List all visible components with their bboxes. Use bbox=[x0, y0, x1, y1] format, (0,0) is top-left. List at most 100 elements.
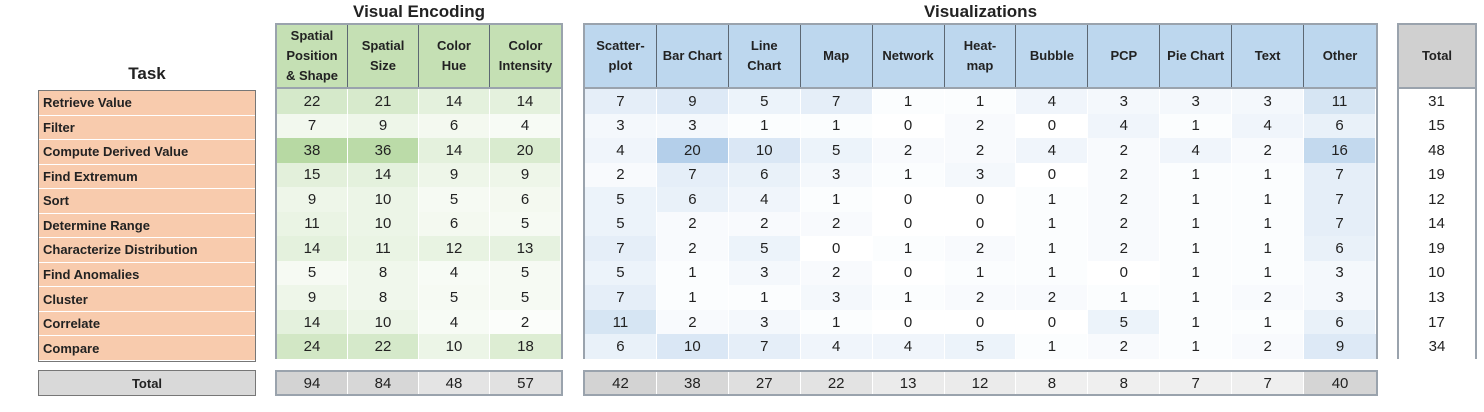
encoding-header: Spatial Position & Shape Spatial Size Colo… bbox=[275, 23, 563, 89]
data-cell: 9 bbox=[490, 162, 561, 188]
data-cell: 1 bbox=[1088, 285, 1161, 310]
task-column: Retrieve Value Filter Compute Derived Valu… bbox=[38, 90, 256, 362]
total-cell: 94 bbox=[277, 372, 348, 394]
column-header: Pie Chart bbox=[1160, 25, 1233, 87]
total-cell: 48 bbox=[419, 372, 490, 394]
visualizations-title: Visualizations bbox=[923, 2, 1038, 21]
data-cell: 36 bbox=[348, 138, 419, 163]
data-cell: 7 bbox=[728, 334, 801, 359]
data-cell: 1 bbox=[1160, 334, 1233, 359]
data-cell: 5 bbox=[585, 260, 657, 286]
data-cell: 0 bbox=[1088, 260, 1161, 286]
data-cell: 4 bbox=[872, 334, 945, 359]
data-cell: 2 bbox=[1232, 334, 1305, 359]
total-cell: 22 bbox=[800, 372, 873, 394]
data-cell: 9 bbox=[277, 187, 348, 212]
task-label: Find Anomalies bbox=[39, 262, 255, 288]
data-cell: 1 bbox=[944, 89, 1017, 114]
data-cell: 1 bbox=[1232, 187, 1305, 212]
data-cell: 10 bbox=[348, 309, 419, 335]
data-cell: 0 bbox=[1016, 162, 1089, 188]
data-cell: 9 bbox=[1304, 334, 1376, 359]
data-cell: 4 bbox=[419, 260, 490, 286]
data-cell: 3 bbox=[800, 285, 873, 310]
data-cell: 14 bbox=[277, 309, 348, 335]
data-cell: 3 bbox=[728, 260, 801, 286]
data-cell: 1 bbox=[1232, 162, 1305, 188]
data-cell: 4 bbox=[490, 113, 561, 139]
data-cell: 6 bbox=[1304, 309, 1376, 335]
encoding-body: 22 21 14 14 7 9 6 4 38 36 14 20 15 14 9 9 9 10 5 6 11 10 6 5 14 1… bbox=[275, 89, 563, 359]
data-cell: 5 bbox=[944, 334, 1017, 359]
total-body: 31 15 48 19 12 14 19 10 13 17 34 bbox=[1397, 89, 1477, 359]
data-cell: 6 bbox=[1304, 113, 1376, 139]
data-cell: 14 bbox=[277, 236, 348, 261]
encoding-totals: 94 84 48 57 bbox=[275, 370, 563, 396]
data-cell: 8 bbox=[348, 285, 419, 310]
data-cell: 0 bbox=[944, 211, 1017, 237]
total-cell: 42 bbox=[585, 372, 657, 394]
total-header: Total bbox=[1397, 23, 1477, 89]
column-header: Color Hue bbox=[419, 25, 490, 87]
total-cell: 7 bbox=[1232, 372, 1305, 394]
data-cell: 1 bbox=[656, 260, 729, 286]
data-cell: 3 bbox=[1304, 285, 1376, 310]
data-cell: 12 bbox=[419, 236, 490, 261]
data-cell: 0 bbox=[872, 211, 945, 237]
data-cell: 7 bbox=[585, 236, 657, 261]
data-cell: 1 bbox=[728, 285, 801, 310]
total-cell: 17 bbox=[1399, 309, 1475, 335]
task-label: Cluster bbox=[39, 287, 255, 312]
data-cell: 1 bbox=[1160, 260, 1233, 286]
data-cell: 10 bbox=[656, 334, 729, 359]
data-cell: 2 bbox=[656, 236, 729, 261]
data-cell: 11 bbox=[277, 211, 348, 237]
column-header: Text bbox=[1232, 25, 1305, 87]
task-label: Characterize Distribution bbox=[39, 238, 255, 263]
data-cell: 1 bbox=[1232, 211, 1305, 237]
data-cell: 20 bbox=[656, 138, 729, 163]
total-cell: 15 bbox=[1399, 113, 1475, 139]
data-cell: 9 bbox=[656, 89, 729, 114]
data-cell: 10 bbox=[419, 334, 490, 359]
data-cell: 3 bbox=[1088, 89, 1161, 114]
data-cell: 4 bbox=[1016, 138, 1089, 163]
data-cell: 2 bbox=[585, 162, 657, 188]
total-cell: 13 bbox=[1399, 285, 1475, 310]
data-cell: 1 bbox=[800, 113, 873, 139]
task-total-label: Total bbox=[38, 370, 256, 396]
data-cell: 9 bbox=[277, 285, 348, 310]
data-cell: 1 bbox=[1016, 260, 1089, 286]
data-cell: 4 bbox=[728, 187, 801, 212]
data-cell: 1 bbox=[1016, 187, 1089, 212]
data-cell: 10 bbox=[348, 187, 419, 212]
total-cell: 12 bbox=[944, 372, 1017, 394]
visualizations-totals: 42 38 27 22 13 12 8 8 7 7 40 bbox=[583, 370, 1378, 396]
data-cell: 1 bbox=[656, 285, 729, 310]
data-cell: 7 bbox=[1304, 187, 1376, 212]
data-cell: 11 bbox=[1304, 89, 1376, 114]
data-cell: 11 bbox=[348, 236, 419, 261]
data-cell: 9 bbox=[348, 113, 419, 139]
data-cell: 1 bbox=[872, 162, 945, 188]
total-cell: 31 bbox=[1399, 89, 1475, 114]
data-cell: 0 bbox=[872, 260, 945, 286]
data-cell: 2 bbox=[656, 309, 729, 335]
data-cell: 1 bbox=[1160, 285, 1233, 310]
data-cell: 2 bbox=[1088, 138, 1161, 163]
data-cell: 5 bbox=[277, 260, 348, 286]
data-cell: 1 bbox=[1160, 113, 1233, 139]
data-cell: 3 bbox=[800, 162, 873, 188]
column-header: Bar Chart bbox=[657, 25, 729, 87]
task-label: Retrieve Value bbox=[39, 91, 255, 116]
data-cell: 21 bbox=[348, 89, 419, 114]
data-cell: 13 bbox=[490, 236, 561, 261]
total-cell: 84 bbox=[348, 372, 419, 394]
data-cell: 10 bbox=[348, 211, 419, 237]
data-cell: 4 bbox=[419, 309, 490, 335]
data-cell: 1 bbox=[1232, 260, 1305, 286]
visualizations-header: Scatter- plot Bar Chart Line Chart Map Netwo… bbox=[583, 23, 1378, 89]
data-cell: 6 bbox=[419, 113, 490, 139]
data-cell: 7 bbox=[1304, 162, 1376, 188]
data-cell: 2 bbox=[944, 113, 1017, 139]
